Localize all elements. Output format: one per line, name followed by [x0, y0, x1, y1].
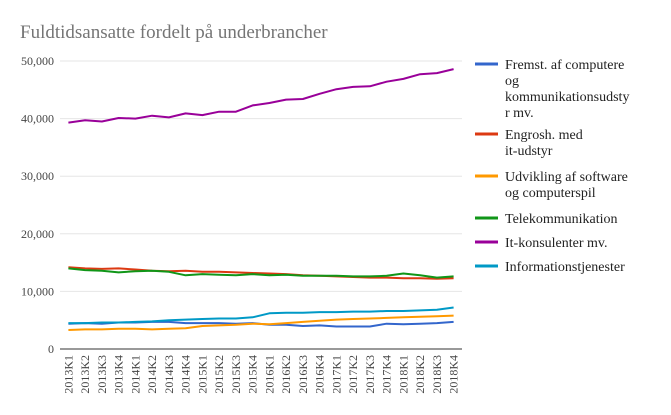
- x-tick-label: 2014K4: [179, 355, 193, 394]
- x-tick-label: 2014K1: [128, 355, 142, 394]
- legend-label: kommunikationsudsty: [505, 90, 629, 105]
- x-tick-label: 2015K4: [246, 355, 260, 394]
- legend-label: og: [505, 74, 519, 89]
- legend-label: Telekommunikation: [505, 212, 618, 227]
- x-tick-label: 2014K3: [162, 355, 176, 394]
- legend-label: Udvikling af software: [505, 170, 628, 185]
- y-tick-label: 0: [48, 342, 54, 356]
- y-axis-ticks: 0 10,000 20,000 30,000 40,000 50,000: [21, 54, 54, 356]
- chart-title: Fuldtidsansatte fordelt på underbrancher: [20, 22, 328, 43]
- x-tick-label: 2016K4: [313, 355, 327, 394]
- legend: Fremst. af computereogkommunikationsudst…: [475, 58, 629, 275]
- legend-label: r mv.: [505, 106, 534, 121]
- x-tick-label: 2018K4: [447, 355, 461, 394]
- y-tick-label: 40,000: [21, 112, 54, 126]
- x-tick-label: 2015K1: [195, 355, 209, 394]
- series-line-5: [68, 68, 454, 124]
- y-tick-label: 30,000: [21, 169, 54, 183]
- gridlines: [60, 60, 462, 292]
- series-line-6: [68, 306, 454, 325]
- legend-label: it-udstyr: [505, 144, 553, 159]
- x-tick-label: 2016K3: [296, 355, 310, 394]
- x-tick-label: 2018K3: [430, 355, 444, 394]
- x-tick-label: 2018K2: [413, 355, 427, 394]
- x-tick-label: 2014K2: [145, 355, 159, 394]
- x-tick-label: 2013K2: [78, 355, 92, 394]
- series-line-4: [68, 267, 454, 279]
- legend-label: Fremst. af computere: [505, 58, 624, 73]
- legend-label: og computerspil: [505, 186, 596, 201]
- x-tick-label: 2018K1: [396, 355, 410, 394]
- series-line-2: [68, 266, 454, 280]
- x-tick-label: 2016K1: [262, 355, 276, 394]
- legend-label: Informationstjenester: [505, 260, 625, 275]
- series-line-3: [68, 314, 454, 331]
- legend-label: Engrosh. med: [505, 128, 583, 143]
- series-lines: [68, 68, 454, 331]
- x-tick-label: 2015K3: [229, 355, 243, 394]
- x-tick-label: 2017K3: [363, 355, 377, 394]
- x-tick-label: 2017K4: [380, 355, 394, 394]
- x-tick-label: 2016K2: [279, 355, 293, 394]
- x-tick-label: 2013K4: [112, 355, 126, 394]
- x-tick-label: 2013K3: [95, 355, 109, 394]
- y-tick-label: 20,000: [21, 227, 54, 241]
- x-tick-label: 2013K1: [61, 355, 75, 394]
- y-tick-label: 10,000: [21, 284, 54, 298]
- legend-label: It-konsulenter mv.: [505, 236, 608, 251]
- x-tick-label: 2017K1: [329, 355, 343, 394]
- x-axis-ticks: 2013K1 2013K2 2013K3 2013K4 2014K1 2014K2 2014…: [61, 355, 460, 394]
- x-tick-label: 2017K2: [346, 355, 360, 394]
- y-tick-label: 50,000: [21, 54, 54, 68]
- x-tick-label: 2015K2: [212, 355, 226, 394]
